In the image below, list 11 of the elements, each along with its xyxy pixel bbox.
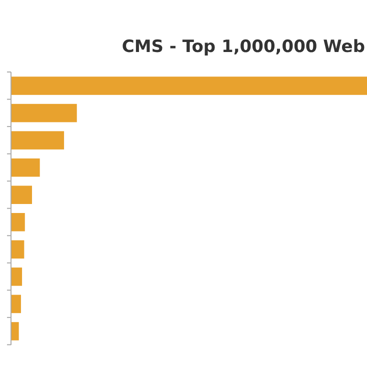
- bar: [11, 76, 367, 95]
- bar: [11, 158, 40, 177]
- chart-title: CMS - Top 1,000,000 Web: [122, 37, 365, 57]
- bar: [11, 268, 22, 286]
- bar: [11, 240, 24, 259]
- bar: [11, 213, 25, 232]
- bar: [11, 104, 77, 122]
- bar: [11, 131, 64, 150]
- bar: [11, 294, 21, 314]
- bar: [11, 322, 19, 340]
- bar: [11, 186, 32, 204]
